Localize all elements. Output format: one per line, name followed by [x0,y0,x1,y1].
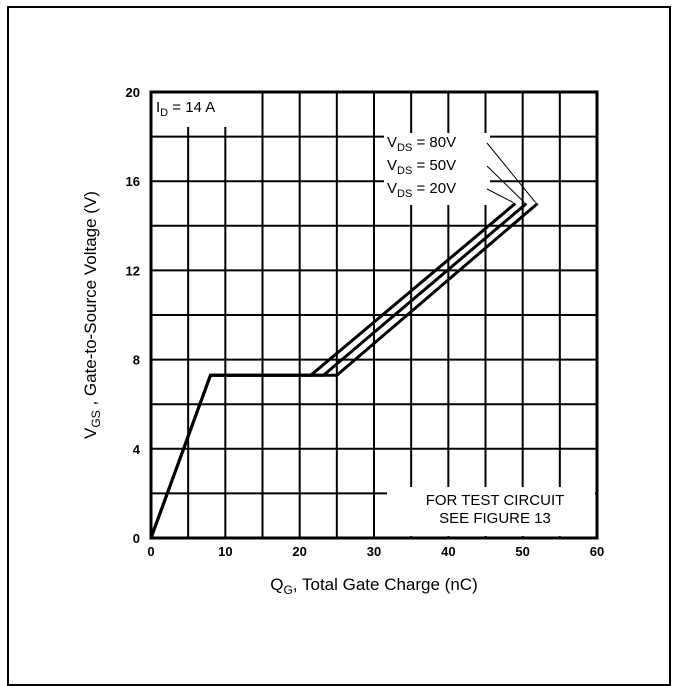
y-tick-label: 16 [126,174,140,189]
x-tick-label: 50 [515,544,529,559]
x-tick-label: 0 [147,544,154,559]
y-axis-label: VGS , Gate-to-Source Voltage (V) [81,191,103,439]
series-leader-line-1 [486,142,536,203]
y-tick-label: 12 [126,263,140,278]
y-tick-label: 8 [133,353,140,368]
series-label-3: VDS = 20V [387,180,456,200]
x-tick-label: 60 [590,544,604,559]
plot-border [149,90,599,540]
x-tick-label: 30 [367,544,381,559]
condition-label: ID = 14 A [156,99,215,119]
condition-label-background [152,93,237,127]
series-leader-line-2 [486,165,525,203]
test-circuit-note-line: SEE FIGURE 13 [439,510,551,527]
series-labels-background [384,133,490,205]
x-tick-label: 10 [218,544,232,559]
series-line-3 [149,202,517,539]
y-tick-label: 20 [126,85,140,100]
test-circuit-note-line: FOR TEST CIRCUIT [426,492,565,509]
y-tick-label: 4 [133,442,141,457]
test-circuit-note-background [387,487,595,536]
series-label-2: VDS = 50V [387,157,456,177]
x-tick-label: 40 [441,544,455,559]
series-label-1: VDS = 80V [387,134,456,154]
x-tick-label: 20 [292,544,306,559]
y-tick-label: 0 [133,531,140,546]
series-leader-line-3 [486,188,514,203]
x-axis-label: QG, Total Gate Charge (nC) [270,575,477,597]
